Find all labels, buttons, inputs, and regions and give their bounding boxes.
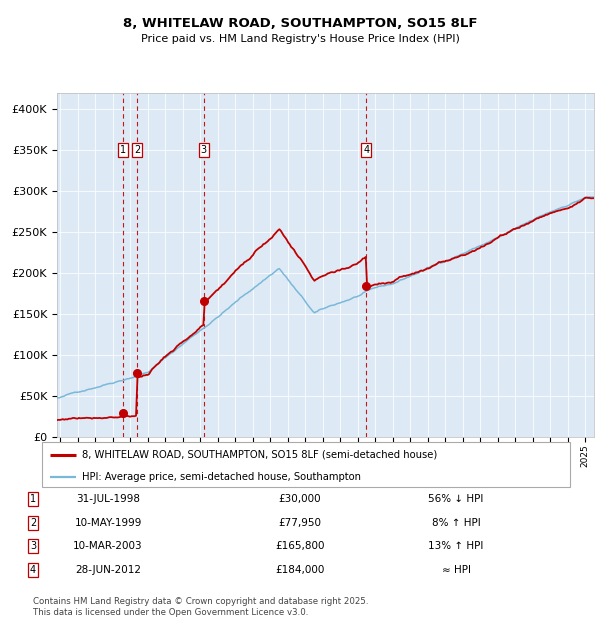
Text: 4: 4 xyxy=(364,145,370,156)
Text: Contains HM Land Registry data © Crown copyright and database right 2025.
This d: Contains HM Land Registry data © Crown c… xyxy=(33,598,368,617)
Text: £77,950: £77,950 xyxy=(278,518,322,528)
Text: £165,800: £165,800 xyxy=(275,541,325,551)
Text: 8, WHITELAW ROAD, SOUTHAMPTON, SO15 8LF (semi-detached house): 8, WHITELAW ROAD, SOUTHAMPTON, SO15 8LF … xyxy=(82,450,437,459)
Text: 10-MAR-2003: 10-MAR-2003 xyxy=(73,541,143,551)
Text: 8% ↑ HPI: 8% ↑ HPI xyxy=(431,518,481,528)
Text: ≈ HPI: ≈ HPI xyxy=(442,565,470,575)
FancyBboxPatch shape xyxy=(42,442,570,487)
Text: Price paid vs. HM Land Registry's House Price Index (HPI): Price paid vs. HM Land Registry's House … xyxy=(140,34,460,44)
Text: £30,000: £30,000 xyxy=(278,494,322,504)
Text: 31-JUL-1998: 31-JUL-1998 xyxy=(76,494,140,504)
Text: 8, WHITELAW ROAD, SOUTHAMPTON, SO15 8LF: 8, WHITELAW ROAD, SOUTHAMPTON, SO15 8LF xyxy=(123,17,477,30)
Text: 2: 2 xyxy=(134,145,140,156)
Text: £184,000: £184,000 xyxy=(275,565,325,575)
Text: 28-JUN-2012: 28-JUN-2012 xyxy=(75,565,141,575)
Text: 4: 4 xyxy=(30,565,36,575)
Text: 3: 3 xyxy=(30,541,36,551)
Text: HPI: Average price, semi-detached house, Southampton: HPI: Average price, semi-detached house,… xyxy=(82,472,361,482)
Text: 1: 1 xyxy=(30,494,36,504)
Text: 10-MAY-1999: 10-MAY-1999 xyxy=(74,518,142,528)
Text: 13% ↑ HPI: 13% ↑ HPI xyxy=(428,541,484,551)
Text: 1: 1 xyxy=(120,145,126,156)
Text: 2: 2 xyxy=(30,518,36,528)
Text: 3: 3 xyxy=(200,145,207,156)
Text: 56% ↓ HPI: 56% ↓ HPI xyxy=(428,494,484,504)
